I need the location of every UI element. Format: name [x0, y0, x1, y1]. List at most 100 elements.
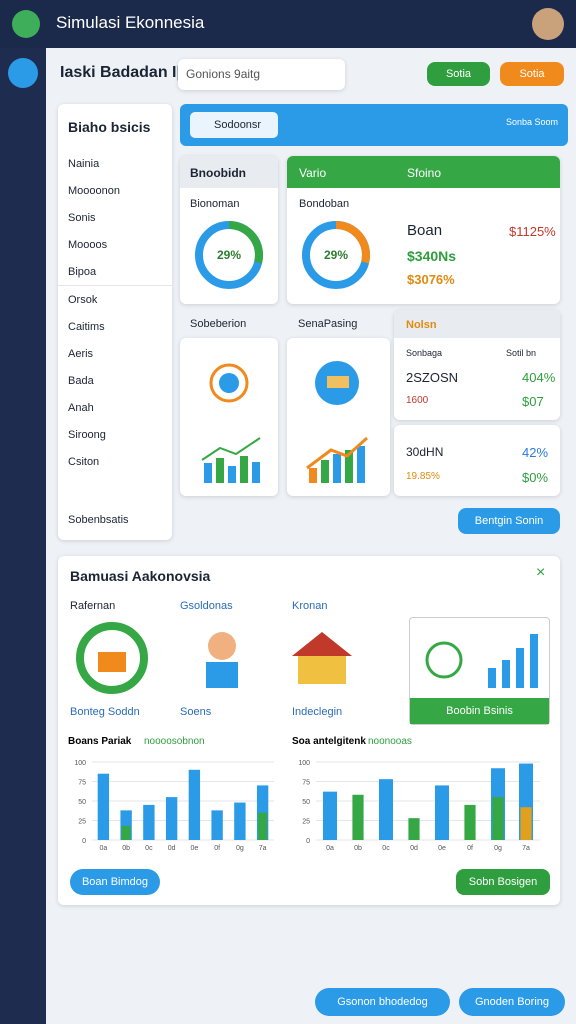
- y-tick-label: 100: [74, 760, 86, 767]
- avatar[interactable]: [532, 8, 564, 40]
- y-tick-label: 75: [302, 780, 310, 787]
- bar: [379, 779, 393, 840]
- feature: Soens: [180, 706, 212, 718]
- panel-title: Bamuasi Aakonovsia: [70, 568, 211, 584]
- column: Sonbaga: [406, 348, 443, 358]
- chart-subtitle: noooosobnon: [144, 736, 205, 747]
- bar: [97, 773, 110, 840]
- top-bar: Simulasi Ekonnesia: [0, 0, 576, 48]
- stat: $340Ns: [407, 248, 457, 264]
- tile: [180, 338, 278, 496]
- feature: Kronan: [292, 600, 328, 612]
- x-tick-label: 0c: [145, 845, 153, 852]
- x-tick-label: 0g: [494, 845, 502, 852]
- bar: [120, 810, 132, 840]
- menu-item[interactable]: Caitims: [68, 320, 105, 333]
- feature-button[interactable]: Boobin Bsinis: [410, 698, 549, 724]
- cell: 30dHN: [406, 445, 444, 459]
- x-tick-label: 0d: [410, 845, 418, 852]
- cell: 42%: [522, 445, 549, 460]
- search[interactable]: Gonions 9aitg: [178, 59, 345, 90]
- summary: 30dHN 42% 19.85% $0%: [394, 425, 560, 496]
- button[interactable]: Boan Bimdog: [70, 869, 160, 895]
- sidebar: Biaho bsicis Nainia Moooonon Sonis Moooos Bi…: [58, 104, 172, 540]
- rail: [0, 48, 46, 1024]
- menu-item[interactable]: Moooos: [68, 238, 108, 251]
- x-tick-label: 0f: [467, 845, 473, 852]
- bar: [435, 785, 449, 840]
- bar: [188, 769, 201, 840]
- tile: [287, 338, 390, 496]
- menu-item[interactable]: Bada: [68, 374, 94, 387]
- cell: $0%: [522, 470, 549, 485]
- menu-item[interactable]: Orsok: [58, 285, 172, 313]
- menu-item[interactable]: Nainia: [68, 157, 100, 170]
- stat: $3076%: [407, 272, 455, 287]
- column: Sotil bn: [506, 348, 537, 358]
- summary-title: Nolsn: [394, 310, 560, 338]
- sidebar-footer[interactable]: Sobenbsatis: [68, 513, 129, 526]
- menu-item[interactable]: Sonis: [68, 211, 96, 224]
- banner: Sodoonsr Sonba Soom: [180, 104, 568, 146]
- button[interactable]: Sotia: [427, 62, 490, 86]
- x-tick-label: 0a: [326, 845, 334, 852]
- card-header: Vario Sfoino: [287, 156, 560, 188]
- menu: Nainia Moooonon Sonis Moooos Bipoa Orsok Caiti…: [58, 150, 172, 475]
- y-tick-label: 0: [306, 838, 310, 845]
- feature: Indeclegin: [292, 706, 343, 718]
- button[interactable]: Sobn Bosigen: [456, 869, 550, 895]
- chart-subtitle: noonooas: [368, 736, 412, 747]
- card-subtitle: Bondoban: [299, 198, 350, 210]
- summary: Nolsn Sonbaga Sotil bn 2SZOSN 404% 1600 …: [394, 310, 560, 420]
- y-tick-label: 100: [298, 760, 310, 767]
- feature: Gsoldonas: [180, 600, 233, 612]
- x-tick-label: 0b: [354, 845, 362, 852]
- button[interactable]: Sotia: [500, 62, 564, 86]
- bar: [234, 802, 246, 840]
- close[interactable]: ×: [536, 564, 546, 581]
- menu-item[interactable]: Bipoa: [68, 265, 97, 278]
- y-tick-label: 25: [302, 819, 310, 826]
- illustrations: [76, 622, 352, 694]
- menu-item[interactable]: Siroong: [68, 428, 106, 441]
- y-tick-label: 50: [78, 799, 86, 806]
- user[interactable]: Sonba Soom: [506, 117, 559, 127]
- x-tick-label: 0f: [214, 845, 220, 852]
- x-tick-label: 0g: [236, 845, 244, 852]
- bar: [258, 812, 268, 840]
- x-tick-label: 7a: [522, 845, 530, 852]
- x-tick-label: 0a: [99, 845, 107, 852]
- logo: [12, 10, 40, 38]
- bar: [165, 797, 178, 840]
- card-title: Vario: [299, 166, 327, 180]
- button[interactable]: Gnoden Boring: [459, 988, 565, 1016]
- tile-title: Sobeberion: [190, 318, 247, 330]
- menu-item[interactable]: Aeris: [68, 347, 94, 360]
- menu-item[interactable]: Moooonon: [68, 184, 120, 197]
- rail-icon[interactable]: [8, 58, 38, 88]
- x-tick-label: 0e: [438, 845, 446, 852]
- y-tick-label: 0: [82, 838, 86, 845]
- bar: [323, 791, 337, 840]
- feature-card: Boobin Bsinis: [409, 617, 550, 725]
- banner-button[interactable]: Sodoonsr: [190, 112, 278, 138]
- bar: [520, 807, 532, 840]
- menu-item[interactable]: Anah: [68, 401, 94, 414]
- card-tag: Sfoino: [407, 166, 442, 180]
- name: Boan: [407, 222, 443, 239]
- chart-title: Soa antelgitenk: [292, 736, 366, 747]
- menu-item[interactable]: Csiton: [68, 455, 100, 468]
- card-subtitle: Bionoman: [190, 198, 240, 210]
- x-tick-label: 7a: [259, 845, 267, 852]
- cell: $07: [522, 394, 544, 409]
- card: Vario Sfoino Bondoban 29% Boan $1125% $3…: [287, 156, 560, 304]
- cell: 404%: [522, 370, 556, 385]
- cell: 2SZOSN: [406, 370, 459, 385]
- chart-title: Boans Pariak: [68, 736, 132, 747]
- bar: [464, 804, 476, 840]
- button[interactable]: Bentgin Sonin: [458, 508, 560, 534]
- donut-arc: [228, 221, 263, 264]
- button[interactable]: Gsonon bhodedog: [315, 988, 450, 1016]
- donut: 29%: [302, 221, 370, 289]
